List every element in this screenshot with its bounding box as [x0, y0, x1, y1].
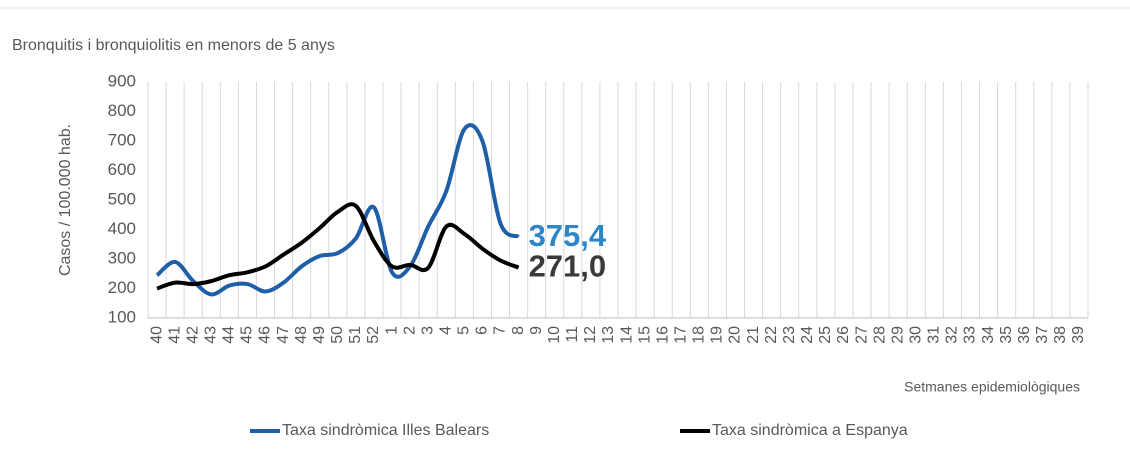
x-tick-label: 36 — [1016, 326, 1033, 344]
legend-label: Taxa sindròmica a Espanya — [712, 422, 908, 439]
x-tick-label: 18 — [691, 326, 708, 344]
x-tick-label: 25 — [817, 326, 834, 344]
x-tick-label: 26 — [835, 326, 852, 344]
x-tick-label: 2 — [401, 326, 418, 335]
value-label: 271,0 — [529, 249, 607, 284]
y-tick-label: 500 — [108, 189, 136, 208]
x-tick-label: 1 — [383, 326, 400, 335]
x-tick-label: 20 — [727, 326, 744, 344]
x-tick-label: 12 — [582, 326, 599, 344]
x-tick-label: 16 — [654, 326, 671, 344]
x-tick-label: 40 — [148, 326, 165, 344]
y-axis-label: Casos / 100.000 hab. — [57, 124, 74, 276]
x-tick-label: 13 — [600, 326, 617, 344]
x-tick-label: 15 — [636, 326, 653, 344]
x-tick-label: 44 — [221, 326, 238, 344]
x-tick-label: 46 — [257, 326, 274, 344]
x-tick-label: 28 — [871, 326, 888, 344]
chart-title: Bronquitis i bronquiolitis en menors de … — [12, 37, 335, 54]
x-tick-label: 9 — [528, 326, 545, 335]
x-tick-label: 3 — [419, 326, 436, 335]
x-tick-label: 22 — [763, 326, 780, 344]
x-tick-label: 45 — [239, 326, 256, 344]
y-tick-label: 100 — [108, 307, 136, 326]
y-tick-label: 700 — [108, 130, 136, 149]
x-tick-label: 34 — [980, 326, 997, 344]
y-tick-label: 900 — [108, 71, 136, 90]
x-tick-label: 41 — [166, 326, 183, 344]
x-tick-label: 27 — [853, 326, 870, 344]
x-tick-label: 17 — [672, 326, 689, 344]
x-axis-label: Setmanes epidemiològiques — [904, 379, 1080, 395]
x-tick-label: 23 — [781, 326, 798, 344]
x-tick-label: 38 — [1052, 326, 1069, 344]
x-tick-label: 32 — [944, 326, 961, 344]
x-tick-label: 35 — [998, 326, 1015, 344]
x-tick-label: 7 — [492, 326, 509, 335]
value-label: 375,4 — [529, 218, 607, 253]
legend-label: Taxa sindròmica Illes Balears — [282, 422, 489, 439]
x-tick-label: 14 — [618, 326, 635, 344]
x-tick-label: 51 — [347, 326, 364, 344]
x-tick-label: 24 — [799, 326, 816, 344]
x-tick-label: 11 — [564, 326, 581, 343]
x-tick-label: 43 — [202, 326, 219, 344]
series-line — [156, 202, 520, 291]
x-tick-label: 39 — [1070, 326, 1087, 344]
x-tick-label: 21 — [745, 326, 762, 344]
x-tick-label: 10 — [546, 326, 563, 344]
x-tick-label: 49 — [311, 326, 328, 344]
series-line — [155, 123, 520, 297]
x-tick-label: 30 — [907, 326, 924, 344]
y-tick-label: 600 — [108, 160, 136, 179]
x-tick-label: 47 — [275, 326, 292, 344]
x-tick-label: 6 — [474, 326, 491, 335]
x-tick-label: 19 — [709, 326, 726, 344]
y-tick-label: 300 — [108, 248, 136, 267]
x-tick-label: 48 — [293, 326, 310, 344]
x-tick-label: 52 — [365, 326, 382, 344]
y-tick-label: 800 — [108, 101, 136, 120]
x-tick-label: 8 — [510, 326, 527, 335]
x-tick-label: 33 — [962, 326, 979, 344]
y-tick-label: 400 — [108, 219, 136, 238]
x-tick-label: 31 — [926, 326, 943, 344]
y-tick-label: 200 — [108, 278, 136, 297]
x-tick-label: 37 — [1034, 326, 1051, 344]
x-tick-label: 42 — [184, 326, 201, 344]
x-tick-label: 5 — [456, 326, 473, 335]
x-tick-label: 50 — [329, 326, 346, 344]
x-tick-label: 4 — [437, 326, 454, 335]
x-tick-label: 29 — [889, 326, 906, 344]
